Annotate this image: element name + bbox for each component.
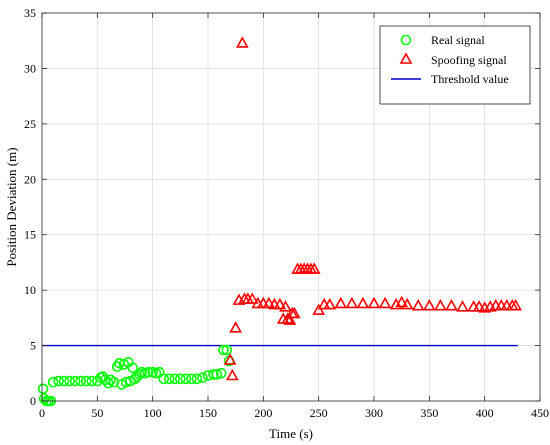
real-signal-point [120, 376, 132, 388]
legend-spoof-label: Spoofing signal [431, 53, 507, 67]
axis-tick-labels: 0 50 100 150 200 250 300 350 400 450 0 5 10 15 20 25 30 3… [24, 6, 549, 420]
spoofing-signal-point [323, 297, 337, 310]
y-tick-label: 25 [24, 117, 36, 131]
axis-ticks [41, 12, 541, 402]
spoofing-signal-point [509, 299, 523, 311]
legend-box [379, 25, 531, 105]
spoofing-signal-point [472, 300, 486, 312]
y-axis-label: Position Deviation (m) [4, 147, 19, 266]
real-signal-point [86, 375, 98, 387]
y-tick-label: 20 [24, 172, 36, 186]
spoofing-signal-point [235, 36, 249, 48]
legend-real-marker [400, 34, 412, 46]
spoofing-signal-point [279, 300, 292, 312]
real-signal-point [37, 383, 49, 395]
x-tick-label: 150 [199, 406, 217, 420]
x-tick-label: 250 [310, 406, 328, 420]
x-tick-label: 50 [91, 406, 103, 420]
x-tick-label: 100 [144, 406, 162, 420]
real-signal-point [186, 373, 197, 385]
spoofing-signal-point [356, 296, 370, 309]
spoofing-signal-point [245, 292, 259, 304]
spoofing-signal-point [395, 295, 409, 308]
real-signal-point [80, 375, 92, 387]
y-tick-label: 0 [30, 394, 36, 408]
real-signal-point [169, 373, 181, 385]
spoofing-signal-point [367, 296, 381, 309]
spoofing-signal-point [411, 299, 425, 311]
real-signal-point [163, 373, 175, 385]
real-signal-point [53, 375, 64, 387]
x-axis-label: Time (s) [269, 426, 313, 441]
real-signal-point [215, 367, 227, 379]
y-tick-label: 35 [24, 6, 36, 20]
real-signal-point [218, 344, 229, 356]
real-signal-point [211, 369, 223, 380]
plot-frame [41, 12, 541, 402]
spoofing-signal-point [434, 299, 447, 311]
real-signal-point [197, 372, 208, 384]
spoofing-signal-point [229, 321, 243, 333]
spoofing-signal-point [334, 296, 348, 309]
spoofing-signal-point [283, 313, 297, 325]
x-tick-label: 300 [365, 406, 383, 420]
real-signal-point [47, 376, 59, 388]
spoofing-signal-point [445, 299, 458, 311]
real-signal-point [158, 373, 170, 385]
real-signal-point [221, 344, 233, 356]
spoofing-signal-point [378, 296, 392, 309]
spoofing-signal-point [307, 262, 321, 274]
real-signal-point [64, 375, 75, 387]
spoofing-signal-point [345, 296, 359, 309]
x-tick-label: 0 [39, 406, 45, 420]
real-signal-point [191, 373, 203, 385]
x-tick-label: 350 [420, 406, 438, 420]
real-signal-point [180, 373, 192, 385]
spoofing-signal-point [223, 353, 237, 365]
real-signal-point [69, 375, 81, 387]
x-tick-label: 400 [476, 406, 494, 420]
y-tick-label: 10 [24, 283, 36, 297]
legend-threshold-label: Threshold value [431, 72, 509, 86]
spoofing-signal-point [456, 300, 469, 312]
y-tick-label: 30 [24, 61, 36, 75]
spoofing-signal-point [281, 312, 295, 324]
real-signal-point [58, 375, 70, 387]
spoofing-signal-point [225, 368, 239, 381]
spoofing-signal-point [312, 303, 326, 315]
spoofing-signal-point [262, 296, 276, 309]
spoofing-signal-point [422, 299, 436, 311]
y-tick-label: 15 [24, 228, 36, 242]
real-signal-point [127, 362, 139, 374]
legend-spoof-marker [399, 52, 413, 64]
x-tick-label: 450 [531, 406, 549, 420]
legend-real-label: Real signal [431, 33, 485, 47]
spoofing-signal-series [223, 36, 523, 381]
x-tick-label: 200 [254, 406, 272, 420]
real-signal-point [208, 369, 219, 380]
legend: Real signal Spoofing signal Threshold va… [379, 25, 531, 105]
spoofing-signal-point [273, 297, 287, 310]
real-signal-point [175, 373, 186, 385]
spoofing-signal-point [287, 306, 301, 319]
real-signal-series [37, 344, 235, 407]
spoofing-signal-point [400, 297, 414, 310]
y-tick-label: 5 [30, 339, 36, 353]
real-signal-point [75, 375, 87, 387]
real-signal-point [142, 366, 154, 378]
